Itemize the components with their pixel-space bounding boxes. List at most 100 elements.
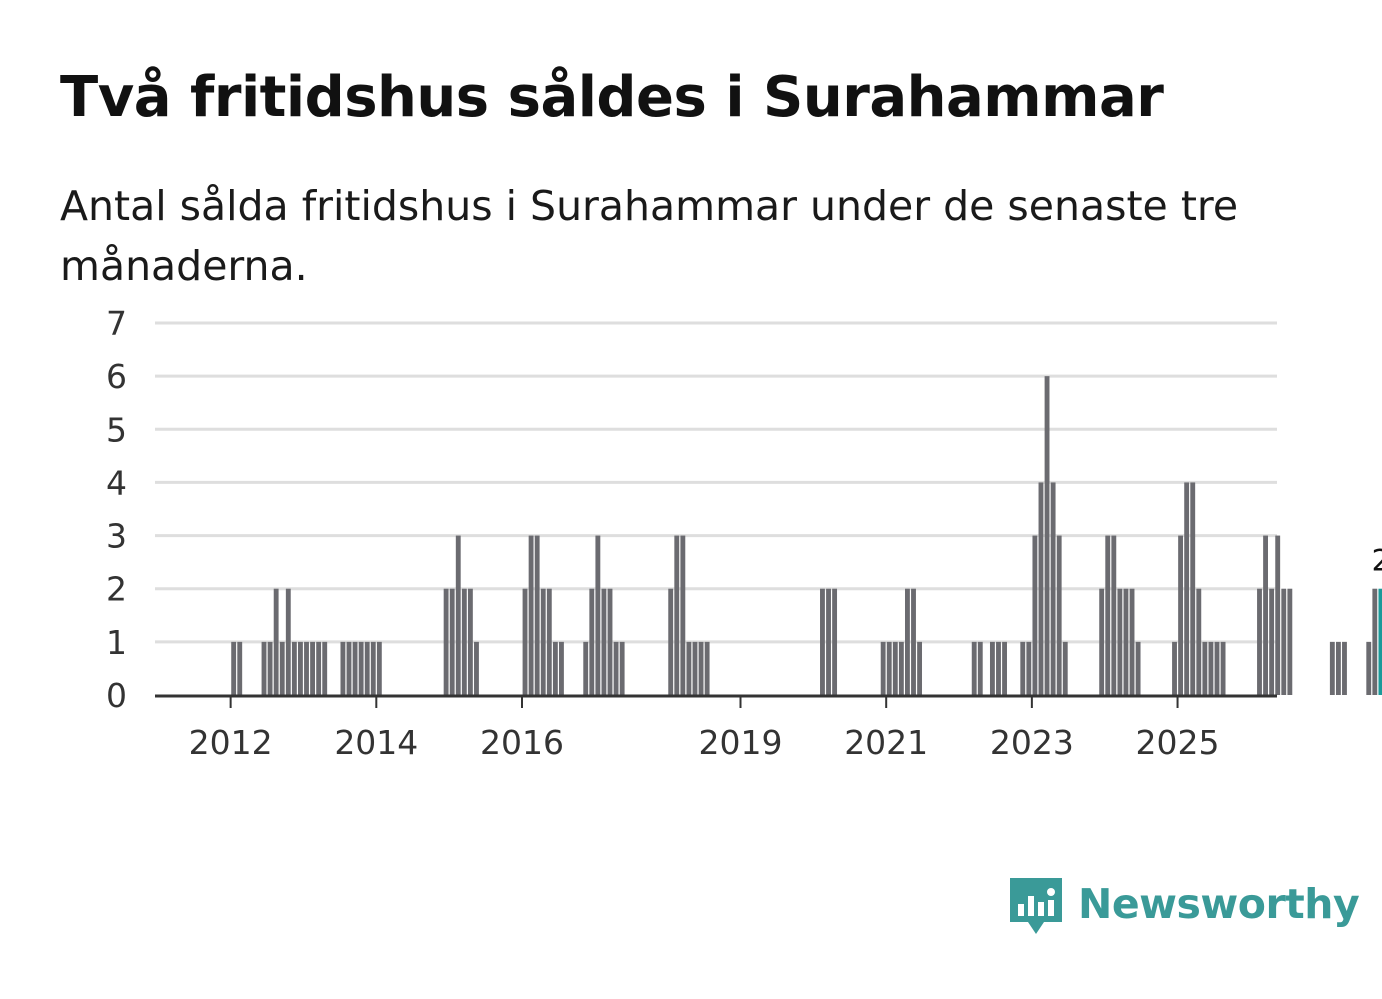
- bar: [820, 588, 825, 695]
- bar: [1220, 641, 1226, 695]
- bar: [1372, 588, 1378, 695]
- bar: [291, 641, 297, 695]
- y-tick-label: 5: [106, 410, 127, 449]
- bar: [613, 641, 619, 695]
- bar: [358, 641, 364, 695]
- bar: [917, 641, 923, 695]
- bar: [1099, 588, 1105, 695]
- bars: [231, 376, 1382, 695]
- x-tick-label: 2016: [480, 723, 564, 762]
- chart-title: Två fritidshus såldes i Surahammar: [60, 65, 1164, 130]
- y-tick-label: 1: [106, 623, 127, 662]
- bar: [316, 641, 322, 695]
- bar: [977, 641, 983, 695]
- bar: [1287, 588, 1293, 695]
- bar: [619, 641, 625, 695]
- bar: [1050, 482, 1056, 695]
- y-tick-label: 3: [106, 517, 127, 556]
- bar: [1208, 641, 1214, 695]
- bar: [989, 641, 995, 695]
- bar: [352, 641, 358, 695]
- bar: [905, 588, 910, 695]
- bar: [310, 641, 316, 695]
- bar: [1129, 588, 1135, 695]
- bar: [1196, 588, 1202, 695]
- bar: [1111, 535, 1117, 695]
- y-tick-label: 6: [106, 357, 127, 396]
- bar: [346, 641, 352, 695]
- bar: [704, 641, 710, 695]
- bar: [540, 588, 546, 695]
- bar: [285, 588, 291, 695]
- x-tick-label: 2021: [844, 723, 928, 762]
- bar: [832, 588, 838, 695]
- y-axis-ticks: 0 1 2 3 4 5 6 7: [106, 304, 127, 715]
- bar: [304, 641, 309, 695]
- bar: [886, 641, 892, 695]
- y-tick-label: 0: [106, 676, 127, 715]
- bar: [1257, 588, 1262, 695]
- grid-lines: [155, 321, 1277, 644]
- x-tick-label: 2019: [699, 723, 783, 762]
- x-tick-label: 2014: [334, 723, 418, 762]
- bar-highlight: [1378, 588, 1382, 695]
- bar: [1026, 641, 1032, 695]
- bar: [1135, 641, 1141, 695]
- bar: [607, 588, 613, 695]
- bar: [1002, 641, 1007, 695]
- bar: [601, 588, 607, 695]
- bar: [1184, 482, 1190, 695]
- bar: [698, 641, 704, 695]
- bar: [237, 641, 243, 695]
- y-tick-label: 2: [106, 570, 127, 609]
- bar: [522, 588, 528, 695]
- bar: [892, 641, 898, 695]
- bar: [583, 641, 589, 695]
- bar: [589, 588, 595, 695]
- bar: [826, 588, 831, 695]
- data-label-latest: 2: [1372, 544, 1382, 578]
- bar: [880, 641, 886, 695]
- bar: [1038, 482, 1044, 695]
- bar: [1202, 641, 1208, 695]
- x-axis-ticks: 2012 2014 2016 2019 2021 2023 2025: [189, 696, 1220, 762]
- bar: [231, 641, 237, 695]
- y-tick-label: 4: [106, 463, 127, 502]
- newsworthy-logo-icon: [1010, 878, 1062, 934]
- bar: [1269, 588, 1275, 695]
- bar: [692, 641, 698, 695]
- bar: [528, 535, 534, 695]
- bar: [1281, 588, 1287, 695]
- chart-subtitle: Antal sålda fritidshus i Surahammar unde…: [60, 182, 1239, 290]
- bar: [546, 588, 552, 695]
- bar: [686, 641, 692, 695]
- bar: [474, 641, 479, 695]
- bar: [322, 641, 328, 695]
- bar: [1335, 641, 1341, 695]
- bar: [1329, 641, 1335, 695]
- bar: [376, 641, 382, 695]
- bar: [298, 641, 303, 695]
- bar: [279, 641, 285, 695]
- bar: [595, 535, 601, 695]
- bar: [449, 588, 455, 695]
- bar: [461, 588, 467, 695]
- newsworthy-logo: Newsworthy: [1010, 878, 1360, 942]
- bar: [996, 641, 1001, 695]
- x-tick-label: 2025: [1136, 723, 1220, 762]
- bar: [1342, 641, 1347, 695]
- bar: [971, 641, 977, 695]
- bar: [1275, 535, 1281, 695]
- bar: [467, 588, 473, 695]
- bar: [370, 641, 376, 695]
- bar: [898, 641, 904, 695]
- bar: [680, 535, 686, 695]
- bar: [911, 588, 916, 695]
- data-labels: 2: [1372, 544, 1382, 578]
- bar: [267, 641, 273, 695]
- bar: [1044, 376, 1050, 695]
- bar: [552, 641, 558, 695]
- bar: [364, 641, 370, 695]
- bar: [1214, 641, 1220, 695]
